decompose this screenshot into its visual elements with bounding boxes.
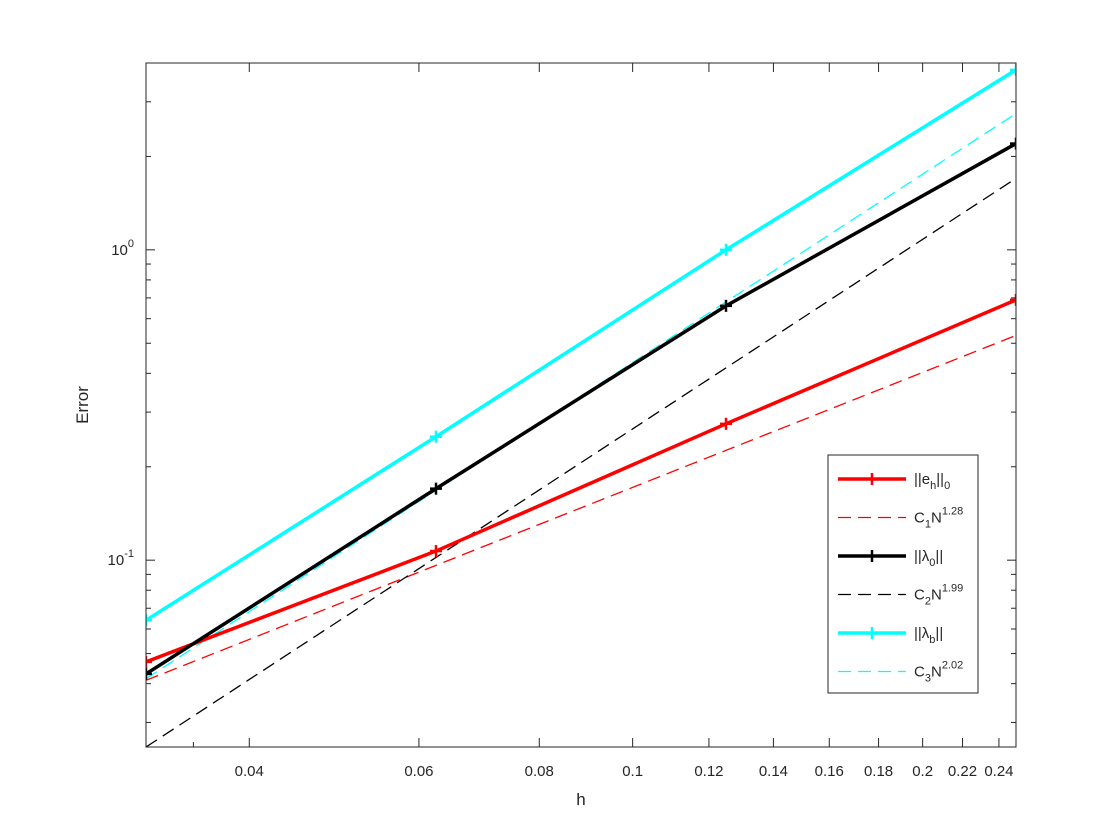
x-tick-label: 0.14 <box>759 763 788 780</box>
data-point-marker <box>430 545 442 558</box>
x-tick-label: 0.18 <box>864 763 893 780</box>
data-point-marker <box>146 655 152 668</box>
legend-label: ||λb|| <box>914 625 943 646</box>
data-point-marker <box>430 482 442 495</box>
data-point-marker <box>146 614 152 627</box>
series-line-5 <box>146 68 1016 622</box>
legend-label: ||eh||0 <box>914 471 950 492</box>
x-tick-label: 0.2 <box>912 763 933 780</box>
legend-entry-6: C3N2.02 <box>838 660 963 685</box>
series-line-3 <box>146 142 1016 676</box>
x-tick-label: 0.24 <box>984 763 1013 780</box>
legend-entry-3: ||λ0|| <box>838 548 943 569</box>
y-tick-label-exponent: 0 <box>128 238 134 250</box>
series-line-2 <box>146 334 1016 681</box>
x-tick-label: 0.22 <box>948 763 977 780</box>
data-point-marker <box>1010 137 1016 150</box>
legend-label: C3N2.02 <box>914 660 963 685</box>
legend-entry-5: ||λb|| <box>838 625 943 646</box>
data-point-marker <box>720 299 732 312</box>
legend: ||eh||0 C1N1.28 ||λ0|| C2N1.99 ||λb|| C3N2.02 <box>827 454 979 694</box>
y-tick-label-base: 10 <box>108 552 125 569</box>
series-line-1 <box>146 298 1016 664</box>
legend-entry-2: C1N1.28 <box>838 506 963 531</box>
series-layer <box>146 63 1016 747</box>
series-line-4 <box>146 177 1016 747</box>
data-point-marker <box>430 430 442 443</box>
legend-box <box>827 454 979 694</box>
x-tick-label: 0.04 <box>235 763 264 780</box>
y-axis-label: Error <box>73 386 92 424</box>
y-tick-label: 100 <box>111 238 134 259</box>
ticks-layer <box>146 62 1016 747</box>
y-tick-label-exponent: -1 <box>124 548 134 560</box>
legend-label: C1N1.28 <box>914 506 963 531</box>
legend-entry-1: ||eh||0 <box>838 471 950 492</box>
x-axis-label: h <box>576 790 585 809</box>
data-point-marker <box>720 417 732 430</box>
legend-label: ||λ0|| <box>914 548 943 569</box>
legend-entry-4: C2N1.99 <box>838 583 963 608</box>
data-point-marker <box>1010 293 1016 306</box>
x-tick-label: 0.06 <box>404 763 433 780</box>
x-tick-label: 0.16 <box>815 763 844 780</box>
data-point-marker <box>146 667 152 680</box>
plot-frame <box>145 62 1017 748</box>
legend-label: C2N1.99 <box>914 583 963 608</box>
y-tick-label: 10-1 <box>108 548 134 569</box>
data-point-marker <box>1010 63 1016 76</box>
y-tick-label-base: 10 <box>111 242 128 259</box>
data-point-marker <box>720 243 732 256</box>
series-line-6 <box>146 112 1016 680</box>
x-tick-label: 0.12 <box>694 763 723 780</box>
x-tick-label: 0.08 <box>525 763 554 780</box>
x-tick-label: 0.1 <box>622 763 643 780</box>
